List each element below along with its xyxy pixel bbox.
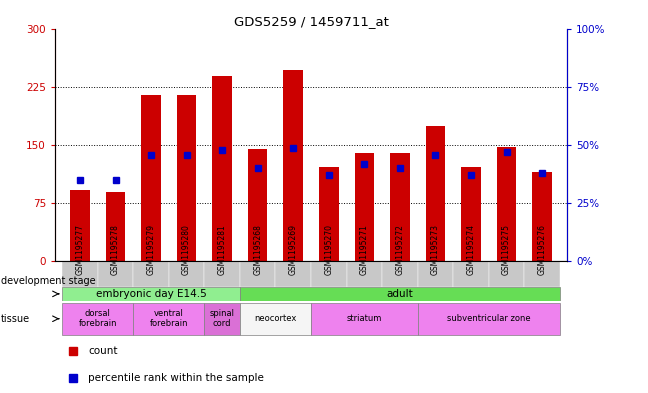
Text: GSM1195280: GSM1195280 xyxy=(182,224,191,275)
Bar xyxy=(204,303,240,335)
Text: GSM1195277: GSM1195277 xyxy=(75,224,84,275)
Bar xyxy=(213,76,232,261)
Bar xyxy=(177,95,196,261)
Bar xyxy=(418,261,453,287)
Bar xyxy=(62,261,98,287)
Text: GSM1195268: GSM1195268 xyxy=(253,224,262,275)
Text: GSM1195278: GSM1195278 xyxy=(111,224,120,275)
Bar xyxy=(461,167,481,261)
Bar xyxy=(390,153,410,261)
Text: GSM1195276: GSM1195276 xyxy=(538,224,547,275)
Bar xyxy=(354,153,374,261)
Text: GSM1195269: GSM1195269 xyxy=(289,224,298,275)
Bar xyxy=(204,261,240,287)
Text: GSM1195275: GSM1195275 xyxy=(502,224,511,275)
Text: neocortex: neocortex xyxy=(254,314,297,323)
Bar xyxy=(311,303,418,335)
Text: GSM1195270: GSM1195270 xyxy=(324,224,333,275)
Bar xyxy=(169,261,204,287)
Bar xyxy=(418,303,560,335)
Bar xyxy=(240,303,311,335)
Text: GSM1195273: GSM1195273 xyxy=(431,224,440,275)
Bar xyxy=(62,287,240,301)
Bar xyxy=(489,261,524,287)
Text: GSM1195279: GSM1195279 xyxy=(146,224,156,275)
Text: tissue: tissue xyxy=(1,314,30,324)
Bar xyxy=(311,261,347,287)
Text: count: count xyxy=(88,346,117,356)
Bar xyxy=(133,303,204,335)
Text: subventricular zone: subventricular zone xyxy=(447,314,531,323)
Text: GSM1195274: GSM1195274 xyxy=(467,224,476,275)
Bar xyxy=(98,261,133,287)
Bar xyxy=(426,126,445,261)
Bar xyxy=(240,261,275,287)
Bar xyxy=(70,190,89,261)
Text: GSM1195271: GSM1195271 xyxy=(360,224,369,275)
Text: spinal
cord: spinal cord xyxy=(210,309,235,329)
Bar xyxy=(533,172,552,261)
Bar xyxy=(283,70,303,261)
Bar xyxy=(133,261,169,287)
Bar xyxy=(106,192,125,261)
Bar xyxy=(524,261,560,287)
Text: dorsal
forebrain: dorsal forebrain xyxy=(78,309,117,329)
Bar xyxy=(497,147,516,261)
Title: GDS5259 / 1459711_at: GDS5259 / 1459711_at xyxy=(233,15,389,28)
Bar xyxy=(319,167,339,261)
Bar xyxy=(240,287,560,301)
Text: adult: adult xyxy=(387,289,413,299)
Bar xyxy=(62,303,133,335)
Bar xyxy=(141,95,161,261)
Text: development stage: development stage xyxy=(1,276,95,286)
Bar xyxy=(275,261,311,287)
Bar xyxy=(382,261,418,287)
Bar xyxy=(347,261,382,287)
Text: striatum: striatum xyxy=(347,314,382,323)
Bar xyxy=(248,149,268,261)
Text: ventral
forebrain: ventral forebrain xyxy=(150,309,188,329)
Text: GSM1195281: GSM1195281 xyxy=(218,224,227,275)
Text: percentile rank within the sample: percentile rank within the sample xyxy=(88,373,264,382)
Text: embryonic day E14.5: embryonic day E14.5 xyxy=(96,289,207,299)
Bar xyxy=(453,261,489,287)
Text: GSM1195272: GSM1195272 xyxy=(395,224,404,275)
